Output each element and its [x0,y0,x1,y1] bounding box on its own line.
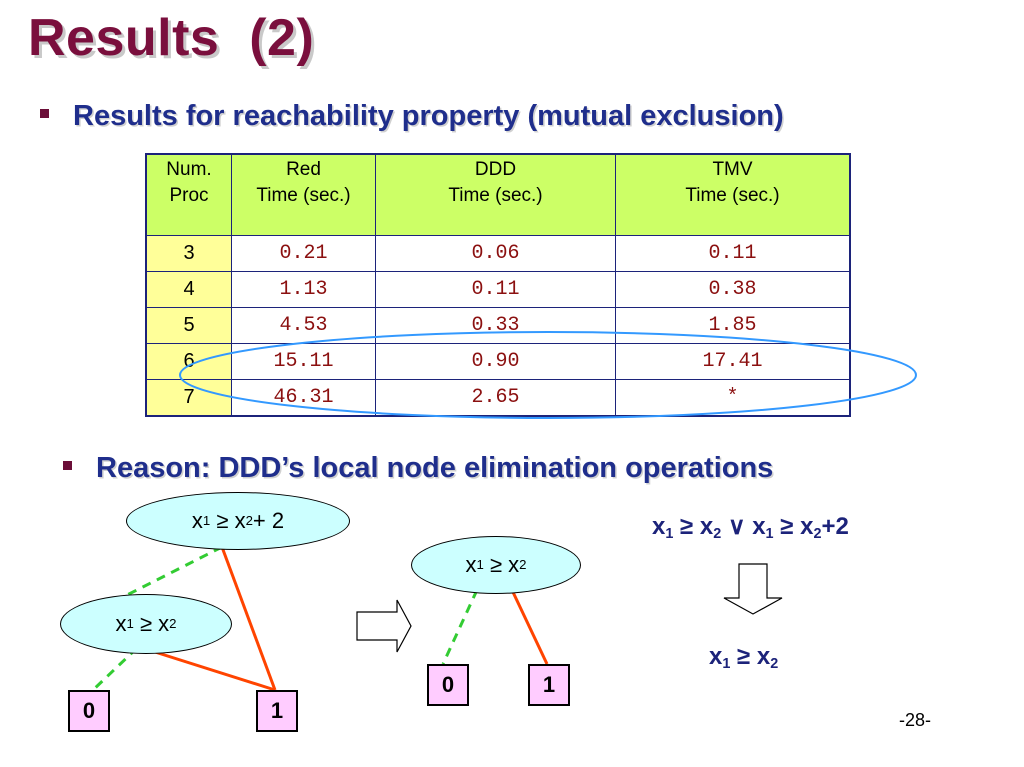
left-child-dashed-edge [91,646,139,692]
left-terminal-one: 1 [256,690,298,732]
formula-simplified: x1 ≥ x2 [709,643,779,672]
right-solid-edge [510,589,549,665]
slide-title: Results (2) [28,9,315,67]
cell-ddd: 2.65 [375,379,616,417]
table-row: 6 15.11 0.90 17.41 [145,343,851,380]
left-child-solid-edge [154,650,276,692]
bullet-reason: Reason: DDD’s local node elimination ope… [63,452,773,485]
cell-numproc: 6 [145,343,232,380]
left-root-solid-edge [220,546,277,691]
header-ddd: DDD Time (sec.) [375,153,616,236]
transform-arrow-icon [356,599,412,653]
right-terminal-zero: 0 [427,664,469,706]
formula-disjunction: x1 ≥ x2 ∨ x1 ≥ x2+2 [652,513,849,542]
left-terminal-zero: 0 [68,690,110,732]
cell-tmv: * [615,379,851,417]
table-row: 4 1.13 0.11 0.38 [145,271,851,308]
page-number: -28- [899,710,932,730]
highlight-ellipse [179,331,917,419]
table-row: 3 0.21 0.06 0.11 [145,235,851,272]
cell-red: 46.31 [231,379,376,417]
bullet-square-icon [63,460,72,470]
table-header-row: Num. Proc Red Time (sec.) DDD Time (sec.) T… [145,153,851,236]
header-numproc: Num. Proc [145,153,232,236]
cell-ddd: 0.06 [375,235,616,272]
implies-down-arrow-icon [723,563,783,615]
bullet-square-icon [40,108,49,118]
cell-red: 0.21 [231,235,376,272]
right-dashed-edge [441,589,479,665]
header-red: Red Time (sec.) [231,153,376,236]
cell-ddd: 0.90 [375,343,616,380]
left-root-dashed-edge [124,545,223,598]
cell-numproc: 4 [145,271,232,308]
cell-tmv: 17.41 [615,343,851,380]
cell-numproc: 3 [145,235,232,272]
header-tmv: TMV Time (sec.) [615,153,851,236]
right-terminal-one: 1 [528,664,570,706]
results-table: Num. Proc Red Time (sec.) DDD Time (sec.) T… [145,153,851,417]
cell-tmv: 0.11 [615,235,851,272]
bullet-reason-text: Reason: DDD’s local node elimination ope… [96,452,774,484]
bullet-results: Results for reachability property (mutua… [40,100,784,133]
cell-red: 4.53 [231,307,376,344]
bullet-results-text: Results for reachability property (mutua… [73,100,784,132]
cell-tmv: 0.38 [615,271,851,308]
